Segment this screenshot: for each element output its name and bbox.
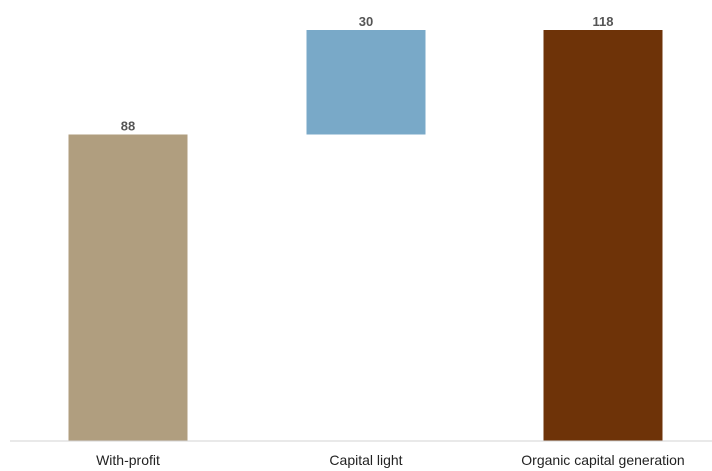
category-labels-layer: With-profit Capital light Organic capital …: [96, 452, 685, 468]
value-label-capital-light: 30: [359, 14, 373, 29]
category-label-capital-light: Capital light: [329, 452, 402, 468]
bar-with-profit: [68, 134, 188, 442]
category-label-with-profit: With-profit: [96, 452, 160, 468]
bar-organic-capital-generation: [543, 30, 663, 441]
bar-capital-light: [306, 30, 426, 135]
category-label-organic-capital-generation: Organic capital generation: [521, 452, 684, 468]
value-label-with-profit: 88: [121, 118, 135, 133]
value-label-organic-capital-generation: 118: [593, 14, 614, 29]
value-labels-layer: 88 30 118: [121, 14, 614, 133]
bars-layer: [68, 30, 663, 442]
